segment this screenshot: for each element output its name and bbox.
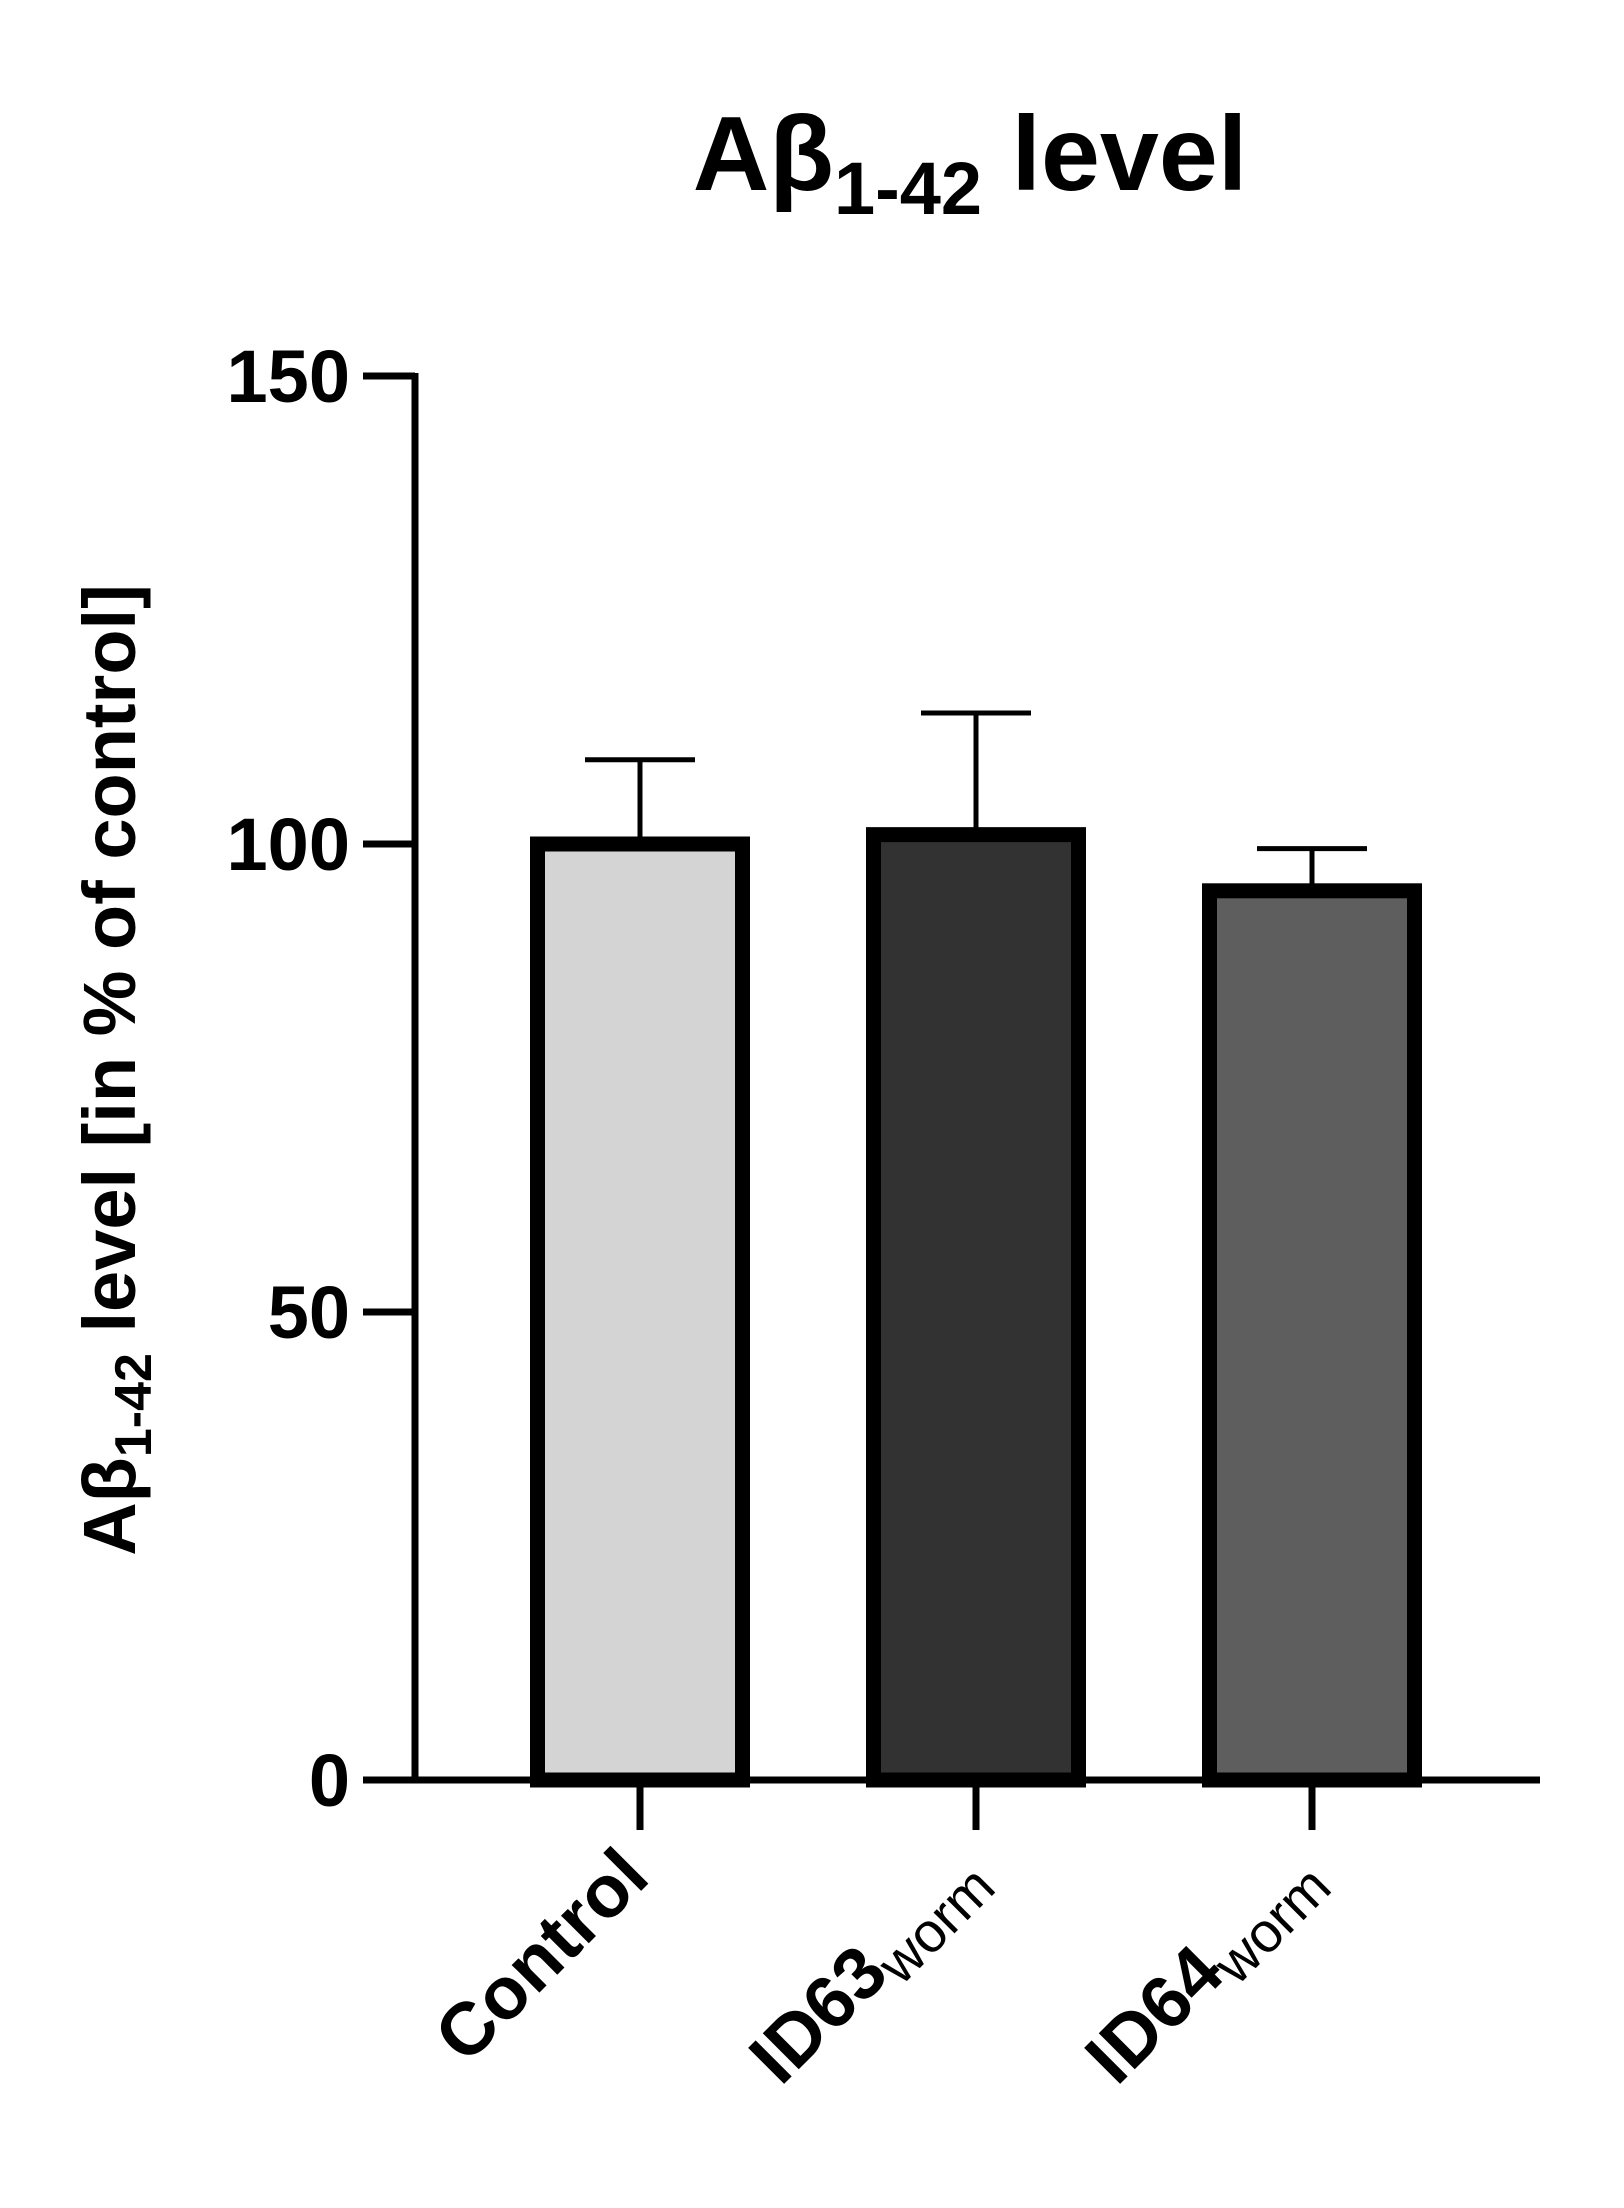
y-tick-label: 100 [227, 803, 350, 886]
x-tick-label: ID64worm [1069, 1833, 1342, 2106]
chart-title-rest: level [982, 95, 1247, 213]
x-tick-label: Control [419, 1833, 664, 2078]
y-axis-label-sub: 1-42 [105, 1353, 163, 1457]
y-tick-label: 0 [309, 1739, 350, 1822]
x-tick-label-main: Control [419, 1833, 664, 2078]
bar [866, 827, 1086, 1788]
chart-title: Aβ1-42 level [693, 95, 1248, 230]
bar [530, 836, 750, 1788]
y-axis-label: Aβ1-42 level [in % of control] [68, 584, 163, 1556]
error-bar [585, 757, 695, 844]
chart-title-sub: 1-42 [834, 147, 982, 230]
y-axis-ticks: 0 50 100 150 [227, 335, 415, 1822]
x-tick-label: ID63worm [733, 1833, 1006, 2106]
y-axis-label-main: Aβ [68, 1457, 151, 1556]
error-bar [921, 710, 1031, 835]
y-tick-label: 50 [268, 1271, 350, 1354]
y-tick-label: 150 [227, 335, 350, 418]
bars [530, 827, 1422, 1788]
bar [1202, 883, 1422, 1788]
error-bars [585, 710, 1367, 891]
y-axis-label-rest: level [in % of control] [68, 584, 151, 1353]
chart-title-main: Aβ [693, 95, 834, 213]
